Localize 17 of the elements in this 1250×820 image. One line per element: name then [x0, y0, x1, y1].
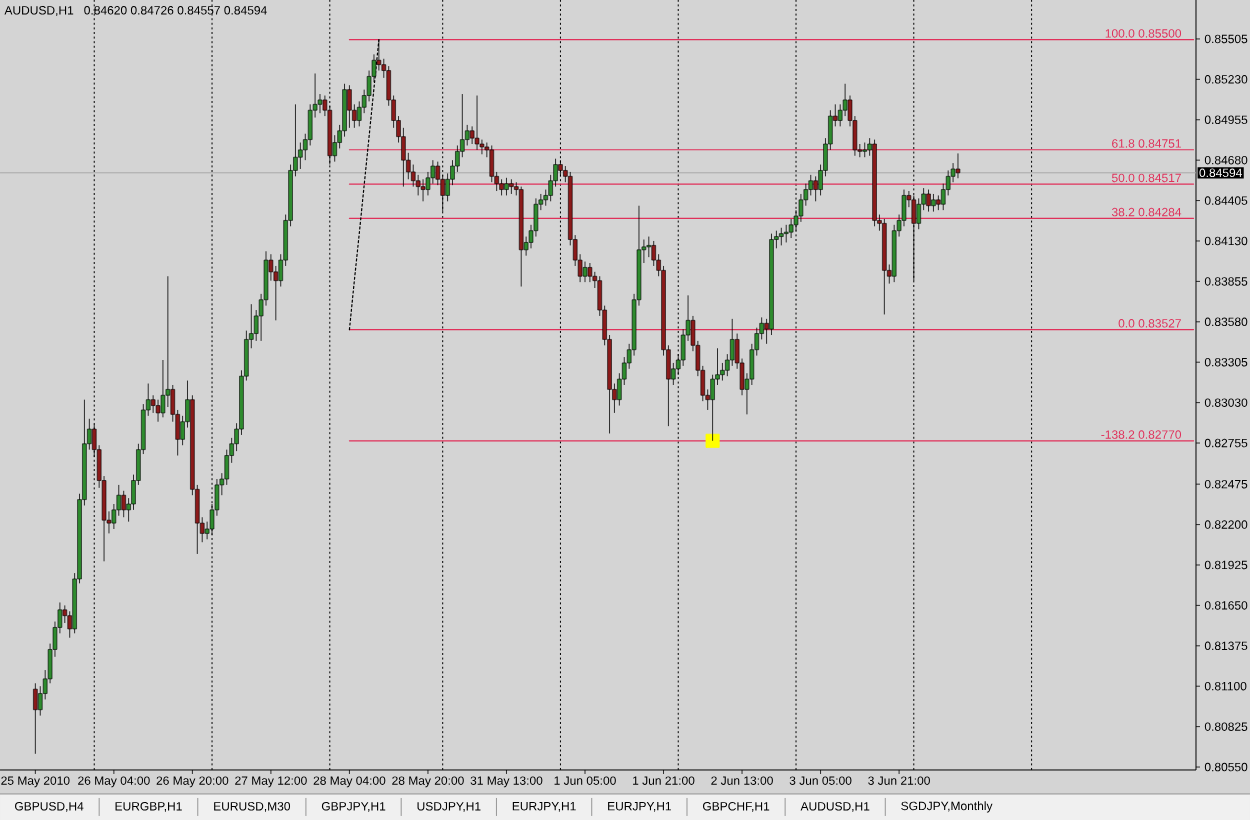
candlestick	[783, 224, 789, 243]
candlestick	[347, 84, 352, 129]
candlestick	[813, 175, 818, 202]
candlestick	[582, 261, 588, 283]
candlestick	[926, 189, 931, 212]
candlestick	[33, 682, 38, 755]
candlestick	[882, 218, 887, 315]
candlestick	[587, 262, 593, 283]
candlestick	[474, 95, 480, 151]
candlestick	[489, 145, 495, 183]
candlestick	[862, 142, 867, 158]
candlestick	[420, 178, 426, 202]
candlestick	[955, 153, 961, 179]
candlestick	[509, 178, 514, 195]
candlestick	[646, 236, 652, 258]
candlestick	[121, 490, 126, 518]
candlestick	[779, 227, 784, 246]
